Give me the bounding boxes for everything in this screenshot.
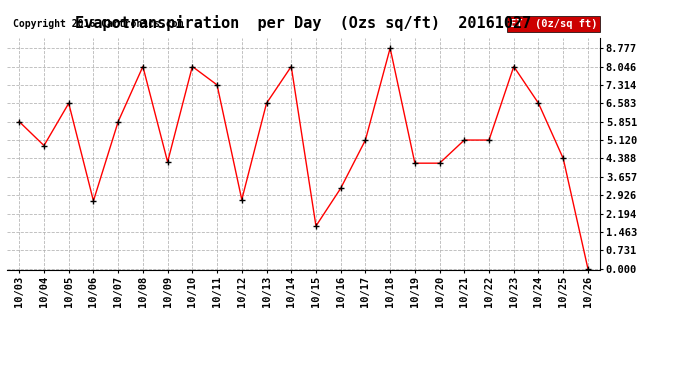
Text: Evapotranspiration  per Day  (Ozs sq/ft)  20161027: Evapotranspiration per Day (Ozs sq/ft) 2… bbox=[75, 15, 532, 31]
Text: Copyright 2016 Cartronics.com: Copyright 2016 Cartronics.com bbox=[13, 19, 184, 29]
Text: ET  (0z/sq ft): ET (0z/sq ft) bbox=[510, 19, 598, 29]
